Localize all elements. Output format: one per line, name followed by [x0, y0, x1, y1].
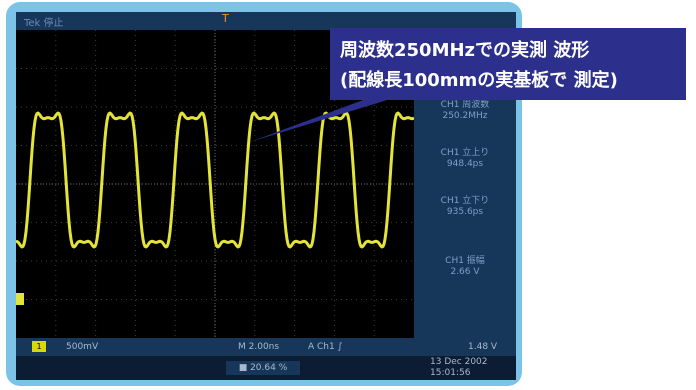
scope-status-bar: Tek 停止 T [16, 12, 516, 30]
measurement-fall-time: CH1 立下り 935.6ps [418, 196, 512, 218]
measurement-value: 2.66 V [450, 267, 480, 277]
measurement-rise-time: CH1 立上り 948.4ps [418, 148, 512, 170]
measurement-value: 250.2MHz [442, 111, 488, 121]
trigger-position-marker: T [222, 12, 229, 25]
measurement-label: CH1 周波数 [440, 100, 490, 110]
caption-line-1: 周波数250MHzでの実測 波形 [340, 40, 590, 61]
acquisition-mode: Tek 停止 [24, 18, 64, 29]
timebase: M 2.00ns [238, 342, 280, 352]
measurement-label: CH1 立上り [440, 148, 490, 158]
time-text: 15:01:56 [430, 368, 471, 378]
scope-footer: ■ 20.64 % 13 Dec 2002 15:01:56 [16, 356, 516, 380]
date-text: 13 Dec 2002 [430, 357, 488, 367]
timestamp: 13 Dec 2002 15:01:56 [430, 357, 514, 379]
channel-badge: 1 [32, 341, 46, 352]
ground-marker [16, 293, 24, 305]
waveform-trace [16, 111, 414, 249]
volts-per-div: 500mV [66, 342, 99, 352]
record-position: ■ 20.64 % [226, 361, 300, 375]
measurement-frequency: CH1 周波数 250.2MHz [418, 100, 512, 122]
waveform-graticule [16, 30, 414, 338]
measurement-label: CH1 振幅 [445, 256, 485, 266]
caption-callout: 周波数250MHzでの実測 波形 (配線長100mmの実基板で 測定) [330, 28, 686, 100]
measurement-value: 935.6ps [446, 207, 484, 217]
measurement-value: 948.4ps [446, 159, 484, 169]
measurement-amplitude: CH1 振幅 2.66 V [418, 256, 512, 278]
caption-line-2: (配線長100mmの実基板で 測定) [340, 70, 618, 91]
trigger-source: A Ch1 ∫ [308, 342, 343, 352]
scope-settings-bar: 1 500mV M 2.00ns A Ch1 ∫ 1.48 V [16, 338, 516, 356]
measurement-label: CH1 立下り [440, 196, 490, 206]
trigger-level: 1.48 V [468, 342, 498, 352]
